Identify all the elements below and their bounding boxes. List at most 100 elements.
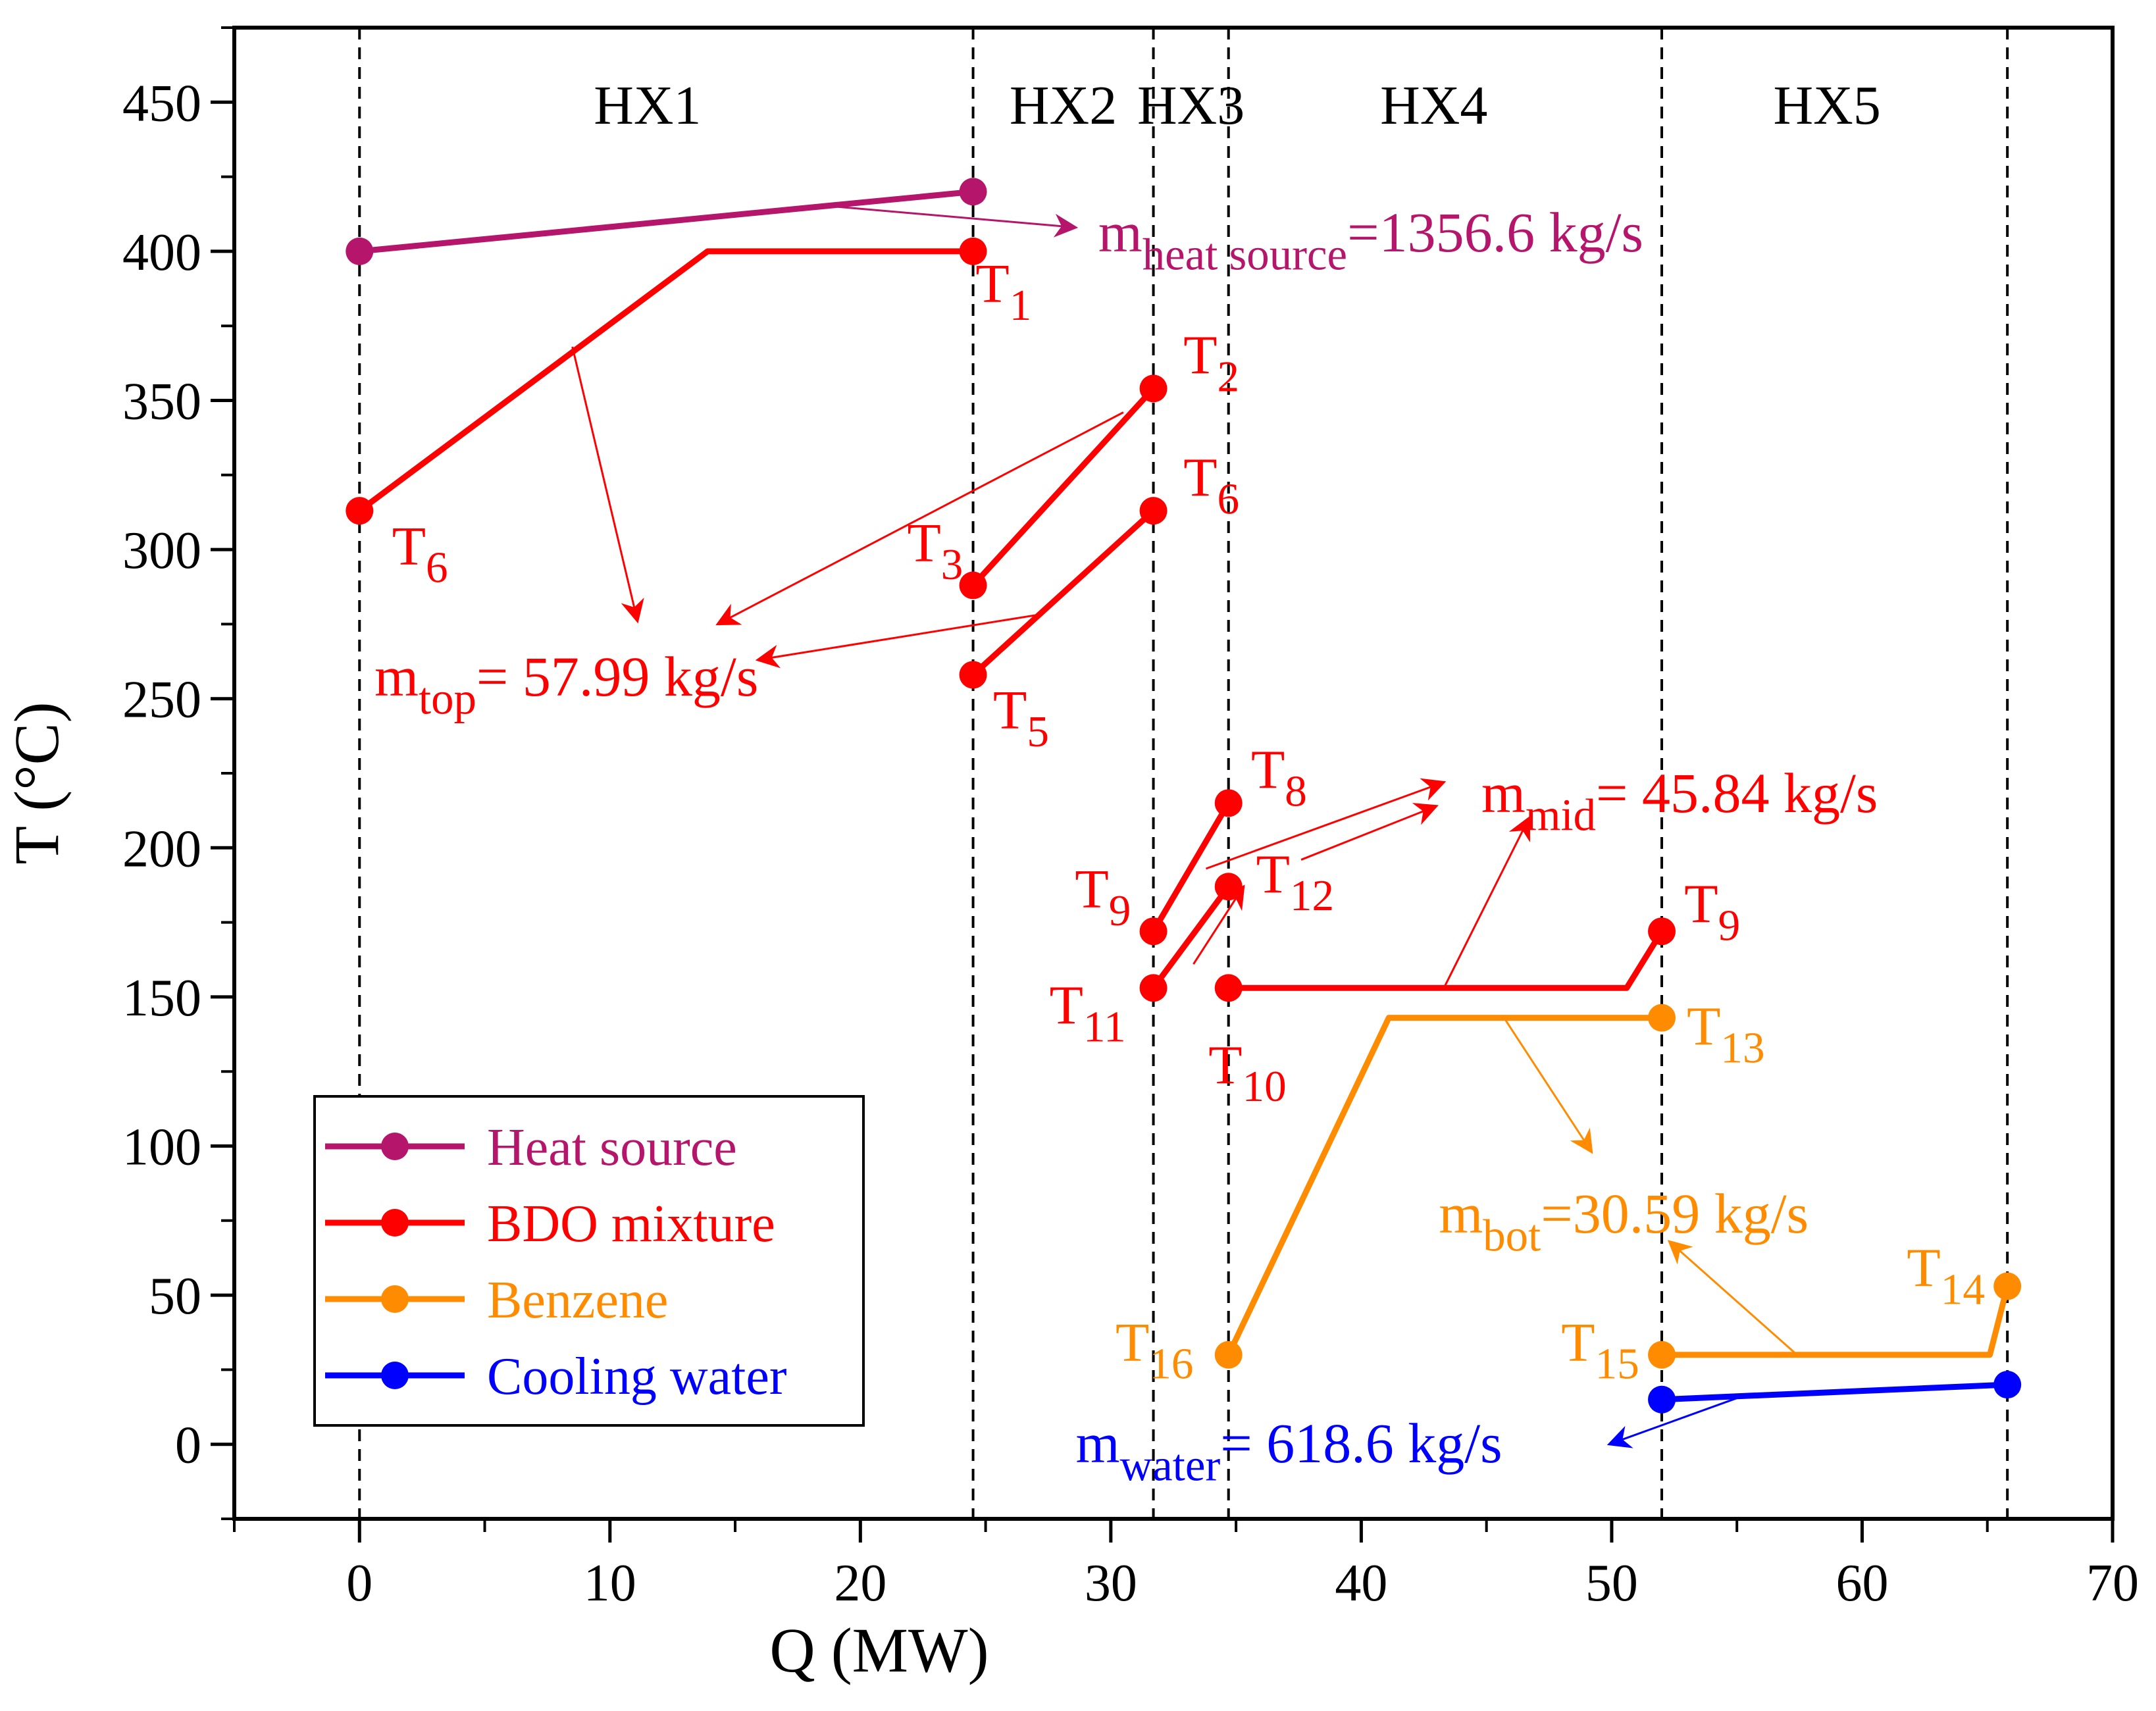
flow-label-m-mid: mmid= 45.84 kg/s bbox=[1481, 761, 1878, 840]
section-labels: HX1 HX2 HX3 HX4 HX5 bbox=[594, 75, 1881, 136]
data-point-cooling-water bbox=[1993, 1371, 2022, 1399]
x-axis-title: Q (MW) bbox=[769, 1615, 988, 1685]
point-label-t15-hx5: T15 bbox=[1561, 1312, 1639, 1389]
legend-label-cooling-water: Cooling water bbox=[487, 1348, 786, 1406]
legend-marker-benzene bbox=[381, 1285, 409, 1313]
y-tick-label: 450 bbox=[122, 74, 201, 132]
legend-label-benzene: Benzene bbox=[487, 1271, 668, 1329]
series-line-cooling-water bbox=[1661, 1381, 2008, 1403]
data-point-benzene bbox=[1993, 1272, 2022, 1300]
point-labels: T1 T2 T6 T3 T6 T5 T8 T9 T12 T11 T10 T9 T13 T16 T15 T14 bbox=[392, 253, 1985, 1389]
x-tick-label: 20 bbox=[834, 1554, 886, 1612]
legend-marker-heat-source bbox=[381, 1133, 409, 1160]
annotation-arrow bbox=[1443, 815, 1530, 988]
point-label-t14-hx5: T14 bbox=[1907, 1238, 1985, 1314]
point-label-t8-hx3: T8 bbox=[1251, 740, 1307, 816]
point-label-t6-left: T6 bbox=[392, 516, 448, 592]
x-tick-label: 30 bbox=[1085, 1554, 1137, 1612]
section-label-hx2: HX2 bbox=[1010, 75, 1117, 136]
data-point-bdo-mixture bbox=[1214, 873, 1243, 901]
annotation-arrow bbox=[1300, 803, 1439, 861]
point-label-t9-hx3: T9 bbox=[1075, 859, 1131, 935]
flow-label-m-top: mtop= 57.99 kg/s bbox=[374, 645, 758, 724]
section-label-hx4: HX4 bbox=[1380, 75, 1487, 136]
annotation-arrows bbox=[571, 205, 1798, 1448]
series-line-bdo-mixture bbox=[971, 386, 1156, 588]
data-point-benzene bbox=[1648, 1004, 1676, 1032]
data-point-bdo-mixture bbox=[1214, 789, 1243, 817]
legend-marker-bdo-mixture bbox=[381, 1209, 409, 1237]
annotation-arrow bbox=[715, 411, 1124, 626]
data-point-bdo-mixture bbox=[1139, 374, 1168, 403]
point-label-t12-hx3: T12 bbox=[1256, 844, 1335, 920]
y-axis-title: T (°C) bbox=[1, 702, 72, 864]
point-label-t6-hx2: T6 bbox=[1183, 447, 1239, 524]
point-label-t1-top: T1 bbox=[975, 253, 1031, 330]
y-tick-label: 400 bbox=[122, 224, 201, 282]
annotation-arrow bbox=[835, 205, 1079, 238]
data-point-bdo-mixture bbox=[1648, 917, 1676, 946]
x-tick-label: 60 bbox=[1835, 1554, 1888, 1612]
point-label-t9-hx4: T9 bbox=[1684, 874, 1740, 950]
series-line-bdo-mixture bbox=[1150, 802, 1231, 933]
axes: 0 10 20 30 40 50 60 70 0 50 100 150 200 250 300 350 400 4… bbox=[122, 26, 2139, 1612]
data-point-benzene bbox=[1648, 1341, 1676, 1369]
y-tick-label: 250 bbox=[122, 671, 201, 729]
annotation-arrow bbox=[1503, 1017, 1593, 1154]
series-line-bdo-mixture bbox=[357, 248, 973, 513]
flow-label-m-bot: mbot=30.59 kg/s bbox=[1439, 1182, 1809, 1261]
data-point-bdo-mixture bbox=[1214, 974, 1243, 1002]
data-point-benzene bbox=[1214, 1341, 1243, 1369]
annotation-arrow bbox=[571, 346, 644, 624]
data-point-bdo-mixture bbox=[959, 237, 987, 265]
data-point-bdo-mixture bbox=[959, 661, 987, 689]
flow-labels: mheat source=1356.6 kg/s mtop= 57.99 kg/s… bbox=[374, 201, 1878, 1491]
annotation-arrow bbox=[1205, 778, 1447, 870]
data-point-bdo-mixture bbox=[1139, 974, 1168, 1002]
section-label-hx3: HX3 bbox=[1137, 75, 1245, 136]
data-point-bdo-mixture bbox=[1139, 497, 1168, 525]
x-tick-label: 0 bbox=[346, 1554, 372, 1612]
series-line-benzene bbox=[1662, 1285, 2011, 1358]
annotation-arrow bbox=[1193, 884, 1245, 965]
legend-label-heat-source: Heat source bbox=[487, 1119, 737, 1177]
series-line-bdo-mixture bbox=[1150, 884, 1231, 990]
point-label-t13-hx4: T13 bbox=[1687, 996, 1765, 1072]
x-tick-label: 10 bbox=[584, 1554, 636, 1612]
flow-label-m-water: mwater= 618.6 kg/s bbox=[1076, 1412, 1502, 1491]
y-tick-label: 0 bbox=[175, 1417, 201, 1475]
section-label-hx1: HX1 bbox=[594, 75, 701, 136]
data-point-cooling-water bbox=[1648, 1385, 1676, 1414]
x-tick-label: 50 bbox=[1585, 1554, 1638, 1612]
series-line-heat-source bbox=[359, 188, 974, 255]
y-tick-label: 200 bbox=[122, 820, 201, 878]
y-tick-label: 150 bbox=[122, 969, 201, 1027]
data-point-bdo-mixture bbox=[1139, 917, 1168, 946]
annotation-arrow bbox=[755, 614, 1036, 669]
data-point-bdo-mixture bbox=[959, 571, 987, 600]
data-series bbox=[346, 178, 2022, 1414]
y-tick-label: 100 bbox=[122, 1119, 201, 1177]
data-point-heat-source bbox=[346, 237, 374, 265]
section-dividers bbox=[358, 28, 2009, 1519]
y-tick-label: 350 bbox=[122, 373, 201, 431]
series-line-benzene bbox=[1225, 1015, 1662, 1356]
series-line-bdo-mixture bbox=[971, 508, 1156, 677]
x-tick-label: 40 bbox=[1335, 1554, 1387, 1612]
point-label-t5-hx2: T5 bbox=[993, 680, 1049, 756]
y-tick-label: 50 bbox=[149, 1267, 201, 1325]
x-tick-label: 70 bbox=[2086, 1554, 2139, 1612]
annotation-arrow bbox=[1667, 1240, 1798, 1356]
flow-label-m-heat-source: mheat source=1356.6 kg/s bbox=[1098, 201, 1643, 280]
point-label-t16-hx4: T16 bbox=[1116, 1312, 1194, 1389]
legend-marker-cooling-water bbox=[381, 1362, 409, 1389]
legend: Heat source BDO mixture Benzene Cooling wat… bbox=[313, 1095, 865, 1427]
data-point-heat-source bbox=[959, 178, 987, 206]
section-label-hx5: HX5 bbox=[1774, 75, 1881, 136]
annotation-arrow bbox=[1606, 1392, 1750, 1448]
point-label-t10-hx4: T10 bbox=[1208, 1034, 1287, 1111]
point-label-t3-hx2: T3 bbox=[907, 513, 963, 589]
point-label-t2-hx2: T2 bbox=[1183, 325, 1239, 401]
point-label-t11-hx3: T11 bbox=[1050, 975, 1126, 1052]
